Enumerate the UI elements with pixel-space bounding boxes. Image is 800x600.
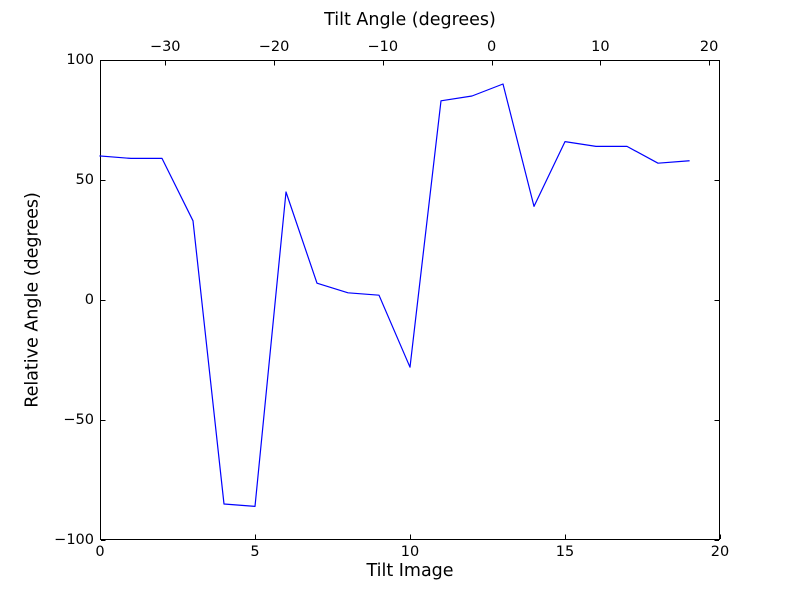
y-tick-label: 100 — [66, 51, 94, 68]
plot-border — [100, 60, 720, 540]
plot-area — [99, 60, 721, 541]
plot-canvas — [99, 60, 721, 541]
x-tick-label: 20 — [710, 544, 730, 560]
y-tick-label: 50 — [75, 171, 94, 188]
top-x-tick-label: −10 — [367, 39, 399, 55]
top-x-tick-label: −20 — [258, 39, 290, 55]
x-axis-title: Tilt Image — [366, 561, 454, 581]
y-tick-label: 0 — [84, 291, 94, 308]
y-tick-label: −100 — [54, 531, 94, 548]
top-x-tick-label: 10 — [591, 39, 610, 55]
x-tick-label: 5 — [250, 544, 260, 560]
top-x-tick-label: −30 — [149, 39, 181, 55]
top-x-tick-label: 0 — [486, 39, 497, 55]
y-tick-label: −50 — [63, 411, 94, 428]
data-line — [99, 83, 690, 507]
x-tick-label: 10 — [400, 544, 420, 560]
top-x-axis-title: Tilt Angle (degrees) — [324, 10, 496, 30]
top-x-tick-label: 20 — [699, 39, 719, 55]
x-tick-label: 15 — [555, 544, 575, 560]
x-tick-label: 0 — [95, 544, 105, 560]
